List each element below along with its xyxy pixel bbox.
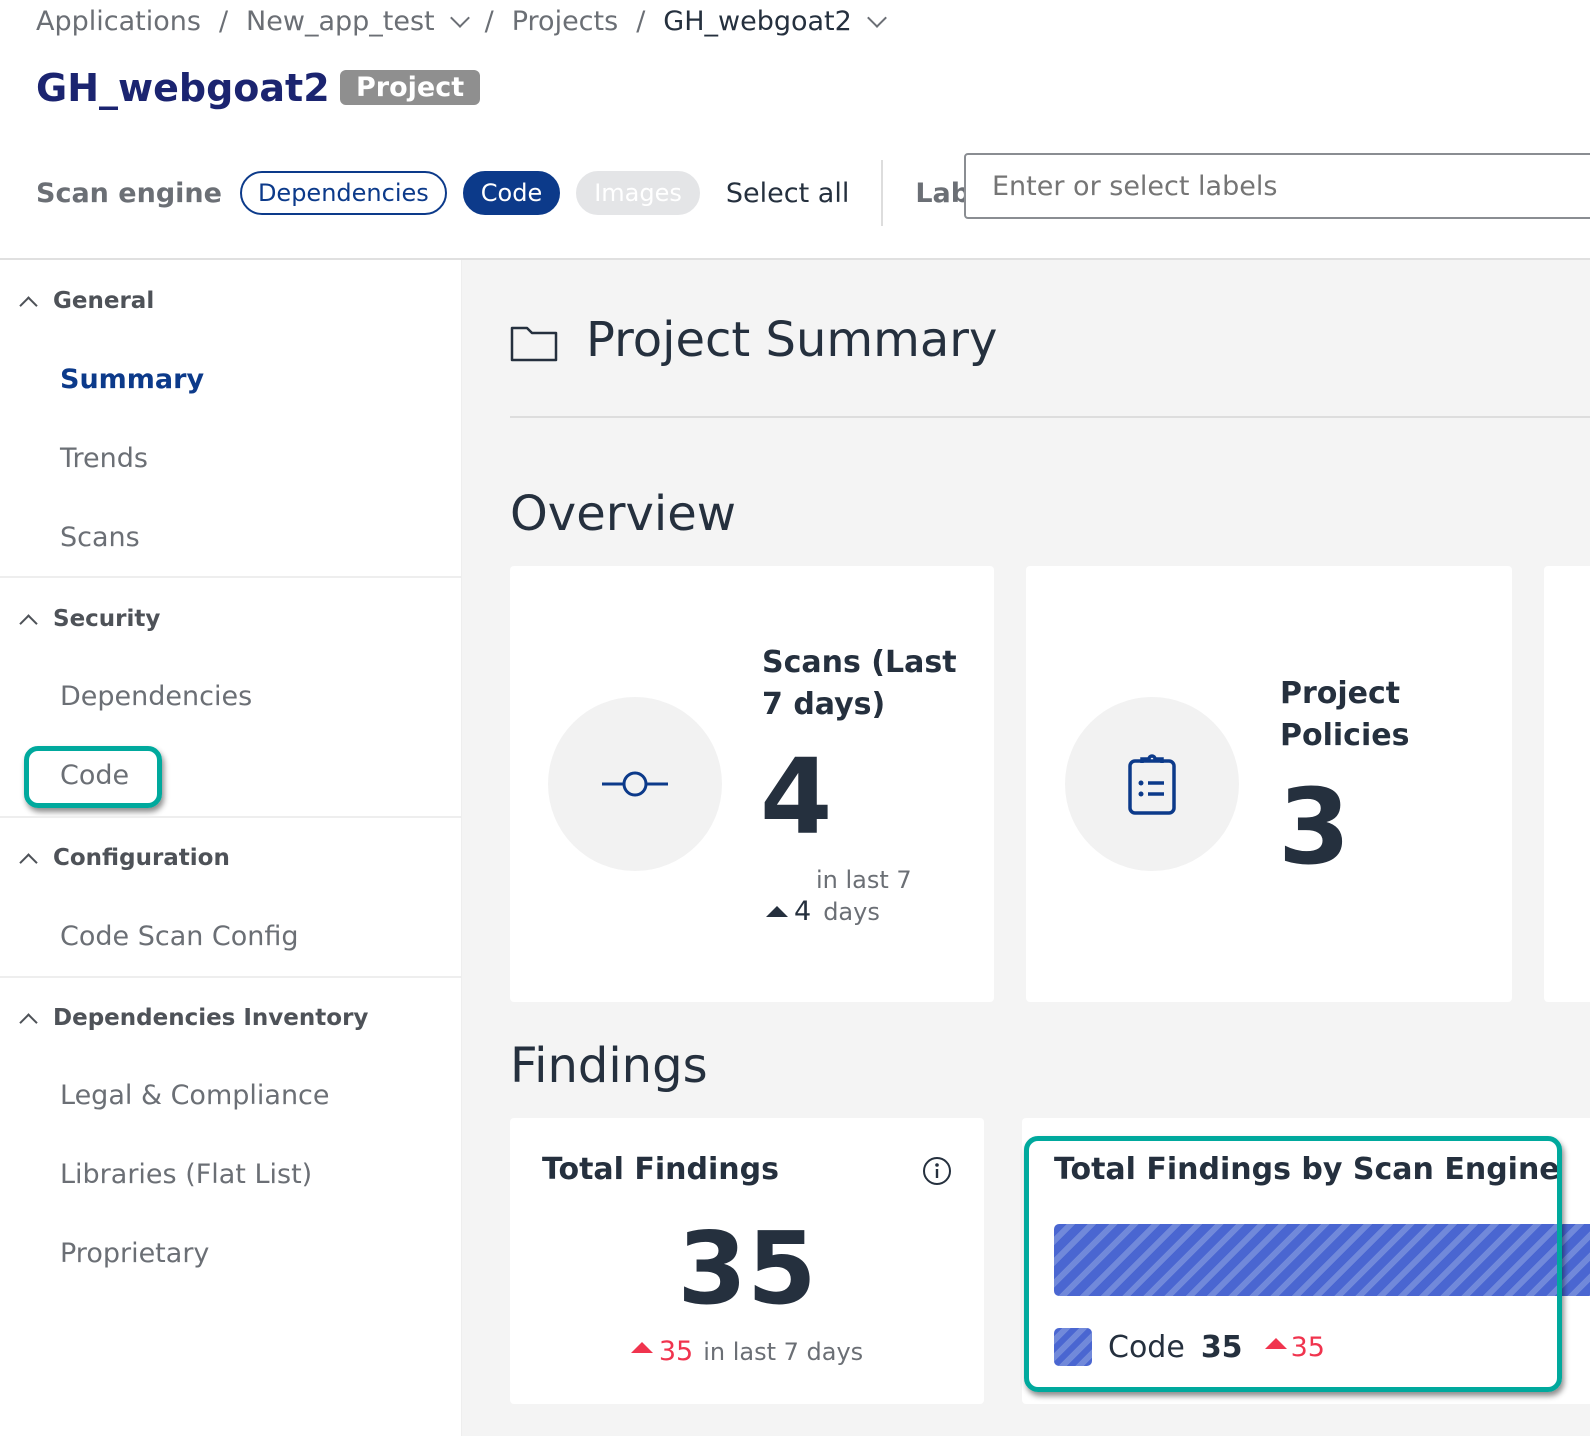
folder-icon (510, 326, 558, 362)
sidebar-item-dependencies[interactable]: Dependencies (60, 681, 253, 712)
bar-chart (1054, 1224, 1590, 1296)
highlight-box (1024, 1136, 1562, 1392)
main-content: Project Summary Overview Scans (Last 7 da… (462, 260, 1590, 1436)
sidebar-group-general[interactable]: General (19, 288, 155, 315)
section-title: Project Summary (586, 312, 998, 368)
select-all-button[interactable]: Select all (725, 177, 850, 209)
sidebar-item-code[interactable]: Code (60, 760, 130, 791)
sidebar-item-code-scan-config[interactable]: Code Scan Config (60, 921, 299, 952)
sidebar-item-summary[interactable]: Summary (60, 364, 205, 395)
breadcrumb-projects[interactable]: Projects (511, 6, 619, 37)
divider (0, 816, 462, 818)
divider (0, 976, 462, 978)
group-label: Dependencies Inventory (53, 1005, 369, 1031)
findings-by-engine-card[interactable]: Total Findings by Scan Engine Code 35 35 (1022, 1118, 1590, 1404)
divider (0, 258, 1590, 260)
sidebar: General Summary Trends Scans Security De… (0, 260, 462, 1436)
commit-icon (602, 771, 668, 797)
separator: / (484, 6, 494, 37)
group-label: Security (53, 606, 161, 632)
scans-value: 4 (760, 736, 833, 858)
project-badge: Project (340, 70, 481, 105)
divider (881, 160, 884, 226)
sidebar-group-configuration[interactable]: Configuration (19, 845, 230, 872)
legend-label: Code (1108, 1329, 1185, 1365)
engine-images-button[interactable]: Images (576, 171, 700, 215)
card-title: Scans (Last 7 days) (762, 645, 957, 722)
breadcrumb: Applications / New_app_test / Projects / GH… (36, 6, 887, 37)
chevron-up-icon (19, 852, 38, 872)
sidebar-item-scans[interactable]: Scans (60, 522, 140, 553)
arrow-up-icon (630, 1342, 653, 1353)
group-label: Configuration (53, 845, 230, 871)
total-findings-card[interactable]: Total Findings 35 35 in last 7 days (510, 1118, 984, 1404)
chevron-down-icon[interactable] (866, 7, 887, 28)
labels-input[interactable] (964, 153, 1590, 219)
chevron-up-icon (19, 295, 38, 315)
chevron-up-icon (19, 1012, 38, 1032)
policies-card[interactable]: Project Policies 3 (1026, 566, 1512, 1002)
card-title: Project Policies (1280, 676, 1410, 753)
group-label: General (53, 288, 155, 314)
findings-heading: Findings (510, 1038, 708, 1094)
divider (510, 416, 1590, 418)
divider (0, 576, 462, 578)
sidebar-item-legal-compliance[interactable]: Legal & Compliance (60, 1080, 330, 1111)
clipboard-list-icon (1128, 754, 1176, 815)
total-findings-value: 35 (677, 1210, 817, 1327)
breadcrumb-application[interactable]: New_app_test (246, 6, 435, 37)
sidebar-item-libraries[interactable]: Libraries (Flat List) (60, 1159, 313, 1190)
icon-circle (1065, 697, 1239, 871)
scan-engine-label: Scan engine (36, 177, 222, 209)
icon-circle (548, 697, 722, 871)
info-icon[interactable] (922, 1156, 952, 1186)
separator: / (636, 6, 646, 37)
legend: Code 35 35 (1054, 1328, 1325, 1366)
sidebar-group-security[interactable]: Security (19, 606, 161, 633)
legend-swatch (1054, 1328, 1092, 1366)
sidebar-item-proprietary[interactable]: Proprietary (60, 1238, 210, 1269)
scan-engine-filter: Scan engine Dependencies Code Images Sel… (36, 160, 1014, 226)
sidebar-item-trends[interactable]: Trends (60, 443, 148, 474)
delta-label: in last 7 (816, 866, 912, 894)
findings-delta: 35 in last 7 days (510, 1336, 984, 1367)
page-title: GH_webgoat2 (36, 66, 330, 110)
policies-value: 3 (1278, 766, 1351, 888)
card-title: Total Findings by Scan Engine (1054, 1152, 1560, 1187)
arrow-up-icon (766, 906, 788, 917)
chevron-down-icon[interactable] (449, 7, 470, 28)
chevron-up-icon (19, 613, 38, 633)
engine-dependencies-button[interactable]: Dependencies (239, 171, 447, 215)
arrow-up-icon (1264, 1337, 1287, 1349)
highlight-box (24, 746, 162, 808)
legend-delta: 35 (1264, 1332, 1325, 1363)
bar-code[interactable] (1054, 1224, 1590, 1296)
overview-card (1544, 566, 1590, 1002)
overview-heading: Overview (510, 486, 736, 542)
breadcrumb-applications[interactable]: Applications (36, 6, 201, 37)
legend-value: 35 (1200, 1329, 1243, 1365)
scans-card[interactable]: Scans (Last 7 days) 4 in last 7 4 days (510, 566, 994, 1002)
engine-code-button[interactable]: Code (462, 171, 561, 215)
sidebar-group-dependencies-inventory[interactable]: Dependencies Inventory (19, 1005, 369, 1032)
card-title: Total Findings (542, 1152, 779, 1187)
separator: / (218, 6, 229, 37)
scans-delta: 4 days (766, 896, 880, 927)
breadcrumb-project[interactable]: GH_webgoat2 (663, 6, 852, 37)
